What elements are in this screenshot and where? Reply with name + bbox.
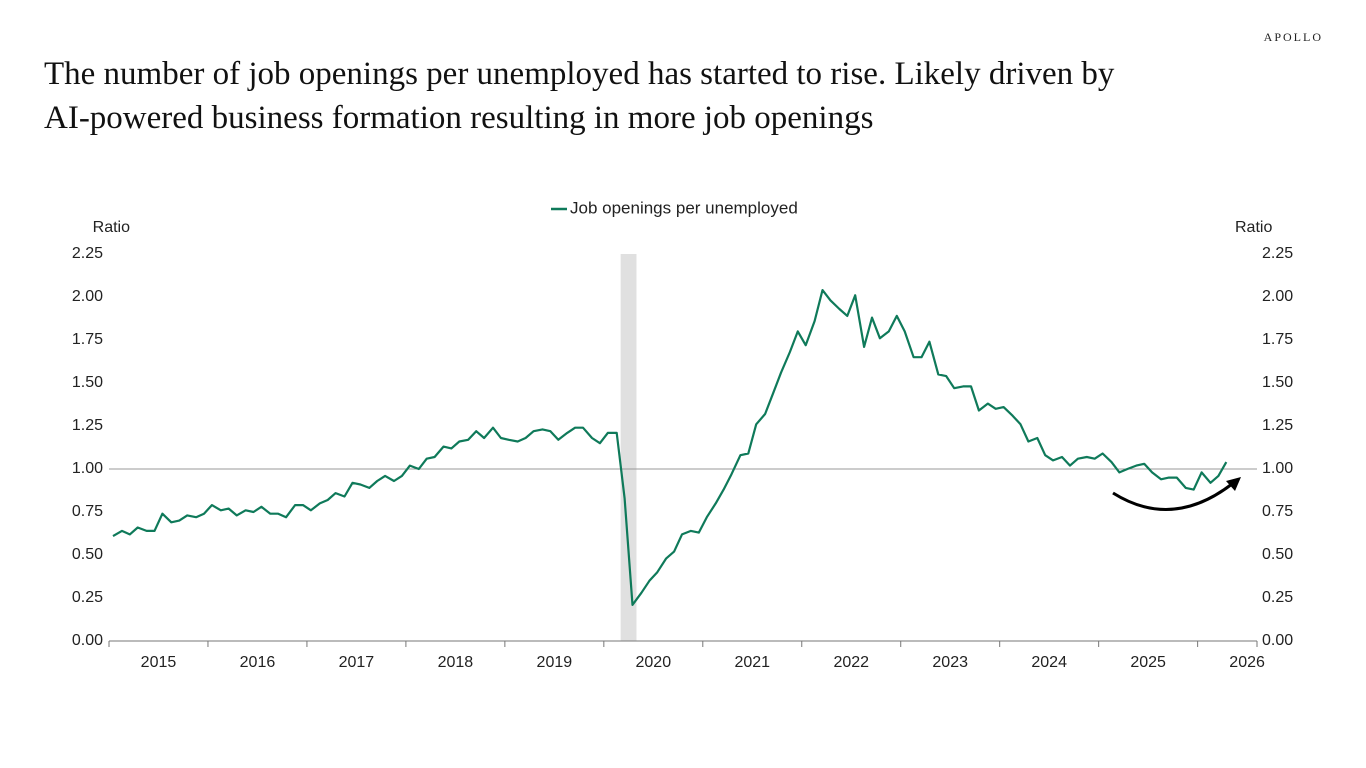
x-tick-label: 2018: [438, 654, 474, 671]
y2-tick-label: 1.25: [1262, 417, 1293, 434]
y-axis-label: Ratio: [93, 219, 130, 236]
y2-tick-label: 0.00: [1262, 632, 1293, 649]
x-tick-label: 2026: [1229, 654, 1265, 671]
annotation-arrow: [1112, 482, 1233, 511]
x-tick-label: 2025: [1130, 654, 1166, 671]
y2-tick-label: 0.50: [1262, 546, 1293, 563]
x-tick-label: 2023: [932, 654, 968, 671]
y2-tick-label: 0.25: [1262, 589, 1293, 606]
y2-axis-label: Ratio: [1235, 219, 1272, 236]
y-tick-label: 1.25: [72, 417, 103, 434]
y-tick-label: 1.00: [72, 460, 103, 477]
y-tick-label: 2.00: [72, 288, 103, 305]
y-tick-label: 0.00: [72, 632, 103, 649]
y-tick-label: 0.50: [72, 546, 103, 563]
y2-tick-label: 2.25: [1262, 245, 1293, 262]
x-tick-label: 2024: [1031, 654, 1067, 671]
y2-tick-label: 0.75: [1262, 503, 1293, 520]
arrow-head: [1226, 477, 1241, 491]
x-tick-label: 2020: [636, 654, 672, 671]
x-tick-label: 2015: [141, 654, 177, 671]
x-tick-label: 2019: [537, 654, 573, 671]
x-tick-label: 2016: [240, 654, 276, 671]
y2-tick-label: 2.00: [1262, 288, 1293, 305]
chart-title: The number of job openings per unemploye…: [44, 56, 1115, 136]
y-tick-label: 0.75: [72, 503, 103, 520]
y-tick-label: 1.50: [72, 374, 103, 391]
x-tick-label: 2021: [734, 654, 770, 671]
y2-tick-label: 1.50: [1262, 374, 1293, 391]
y2-tick-label: 1.00: [1262, 460, 1293, 477]
legend-label: Job openings per unemployed: [570, 198, 798, 217]
brand: APOLLO: [1264, 30, 1323, 44]
y-tick-label: 2.25: [72, 245, 103, 262]
shaded-band: [620, 254, 637, 641]
y-tick-label: 0.25: [72, 589, 103, 606]
x-tick-label: 2022: [833, 654, 869, 671]
x-tick-label: 2017: [339, 654, 375, 671]
y2-tick-label: 1.75: [1262, 331, 1293, 348]
y-tick-label: 1.75: [72, 331, 103, 348]
data-line: [112, 289, 1228, 606]
